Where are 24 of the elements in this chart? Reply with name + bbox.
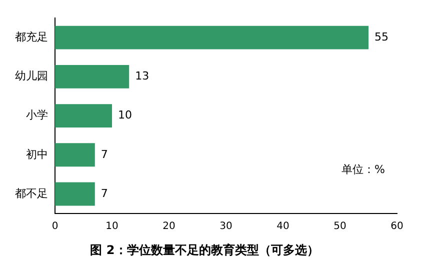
data-label: 7: [100, 186, 108, 200]
y-tick-label: 小学: [26, 108, 48, 122]
x-tick-label: 30: [220, 221, 232, 232]
y-tick-label: 都充足: [15, 30, 48, 44]
text: 图 2：学位数量不足的教育类型（可多选）: [90, 242, 319, 257]
bar: [55, 182, 95, 206]
bar: [55, 143, 95, 167]
y-tick-label: 都不足: [15, 186, 48, 200]
x-tick-label: 20: [162, 221, 176, 232]
bar: [55, 26, 368, 50]
data-label: 13: [135, 70, 150, 83]
y-tick-label: 幼儿园: [15, 70, 48, 83]
data-label: 7: [100, 148, 108, 161]
x-tick-label: 50: [334, 221, 346, 232]
bar: [55, 104, 112, 128]
x-tick-label: 40: [276, 221, 290, 232]
x-tick-label: 0: [52, 221, 58, 232]
data-label: 55: [374, 30, 388, 44]
bar: [55, 64, 130, 88]
x-tick-label: 60: [390, 221, 404, 232]
x-tick-label: 10: [106, 221, 118, 232]
data-label: 10: [118, 108, 132, 122]
annotation: 单位：%: [342, 162, 385, 176]
y-tick-label: 初中: [26, 148, 48, 161]
